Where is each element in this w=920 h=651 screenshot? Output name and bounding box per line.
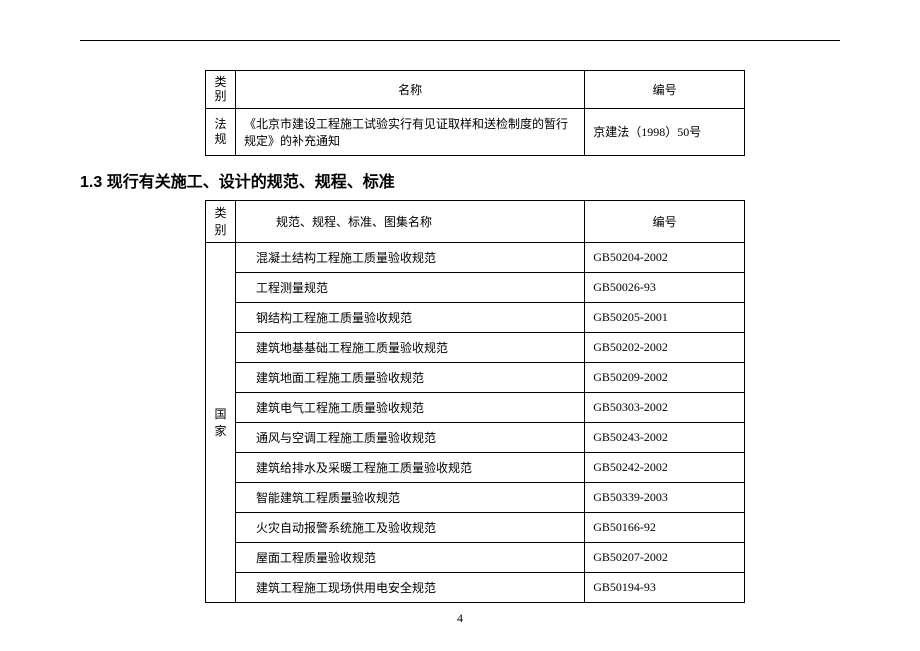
page-number: 4 <box>0 611 920 626</box>
cell-code: GB50209-2002 <box>585 363 745 393</box>
table-row: 屋面工程质量验收规范 GB50207-2002 <box>206 543 745 573</box>
cell-code: GB50339-2003 <box>585 483 745 513</box>
cell-name: 火灾自动报警系统施工及验收规范 <box>235 513 584 543</box>
cell-name: 工程测量规范 <box>235 273 584 303</box>
regulations-table: 类别 名称 编号 法规 《北京市建设工程施工试验实行有见证取样和送检制度的暂行规… <box>205 70 745 156</box>
cell-code: GB50166-92 <box>585 513 745 543</box>
cell-name: 混凝土结构工程施工质量验收规范 <box>235 243 584 273</box>
cell-code: GB50242-2002 <box>585 453 745 483</box>
cell-name: 建筑地面工程施工质量验收规范 <box>235 363 584 393</box>
category-cell: 国家 <box>206 243 236 603</box>
cell-code: GB50204-2002 <box>585 243 745 273</box>
cell-name: 建筑地基基础工程施工质量验收规范 <box>235 333 584 363</box>
table-row: 建筑电气工程施工质量验收规范 GB50303-2002 <box>206 393 745 423</box>
page-content: 类别 名称 编号 法规 《北京市建设工程施工试验实行有见证取样和送检制度的暂行规… <box>0 40 920 603</box>
table-row: 火灾自动报警系统施工及验收规范 GB50166-92 <box>206 513 745 543</box>
cell-code: GB50202-2002 <box>585 333 745 363</box>
table-row: 建筑给排水及采暖工程施工质量验收规范 GB50242-2002 <box>206 453 745 483</box>
section-heading: 1.3 现行有关施工、设计的规范、规程、标准 <box>80 168 840 192</box>
standards-table: 类别 规范、规程、标准、图集名称 编号 国家 混凝土结构工程施工质量验收规范 G… <box>205 200 745 604</box>
header-code: 编号 <box>585 200 745 243</box>
table-row: 法规 《北京市建设工程施工试验实行有见证取样和送检制度的暂行规定》的补充通知 京… <box>206 108 745 155</box>
table-row: 建筑工程施工现场供用电安全规范 GB50194-93 <box>206 573 745 603</box>
cell-code: GB50243-2002 <box>585 423 745 453</box>
table-row: 国家 混凝土结构工程施工质量验收规范 GB50204-2002 <box>206 243 745 273</box>
cell-name: 通风与空调工程施工质量验收规范 <box>235 423 584 453</box>
table-row: 建筑地基基础工程施工质量验收规范 GB50202-2002 <box>206 333 745 363</box>
cell-code: GB50303-2002 <box>585 393 745 423</box>
cell-name: 建筑工程施工现场供用电安全规范 <box>235 573 584 603</box>
cell-code: 京建法（1998）50号 <box>585 108 745 155</box>
cell-code: GB50205-2001 <box>585 303 745 333</box>
cell-name: 钢结构工程施工质量验收规范 <box>235 303 584 333</box>
header-name: 规范、规程、标准、图集名称 <box>235 200 584 243</box>
cell-code: GB50207-2002 <box>585 543 745 573</box>
table-row: 通风与空调工程施工质量验收规范 GB50243-2002 <box>206 423 745 453</box>
cell-name: 屋面工程质量验收规范 <box>235 543 584 573</box>
top-rule <box>80 40 840 41</box>
header-name: 名称 <box>235 71 584 109</box>
table-header-row: 类别 名称 编号 <box>206 71 745 109</box>
table-row: 钢结构工程施工质量验收规范 GB50205-2001 <box>206 303 745 333</box>
cell-code: GB50026-93 <box>585 273 745 303</box>
cell-name: 《北京市建设工程施工试验实行有见证取样和送检制度的暂行规定》的补充通知 <box>235 108 584 155</box>
cell-name: 建筑电气工程施工质量验收规范 <box>235 393 584 423</box>
header-category: 类别 <box>206 200 236 243</box>
header-code: 编号 <box>585 71 745 109</box>
table-row: 工程测量规范 GB50026-93 <box>206 273 745 303</box>
cell-name: 建筑给排水及采暖工程施工质量验收规范 <box>235 453 584 483</box>
table-row: 建筑地面工程施工质量验收规范 GB50209-2002 <box>206 363 745 393</box>
header-category: 类别 <box>206 71 236 109</box>
table-row: 智能建筑工程质量验收规范 GB50339-2003 <box>206 483 745 513</box>
table-header-row: 类别 规范、规程、标准、图集名称 编号 <box>206 200 745 243</box>
cell-code: GB50194-93 <box>585 573 745 603</box>
cell-category: 法规 <box>206 108 236 155</box>
cell-name: 智能建筑工程质量验收规范 <box>235 483 584 513</box>
